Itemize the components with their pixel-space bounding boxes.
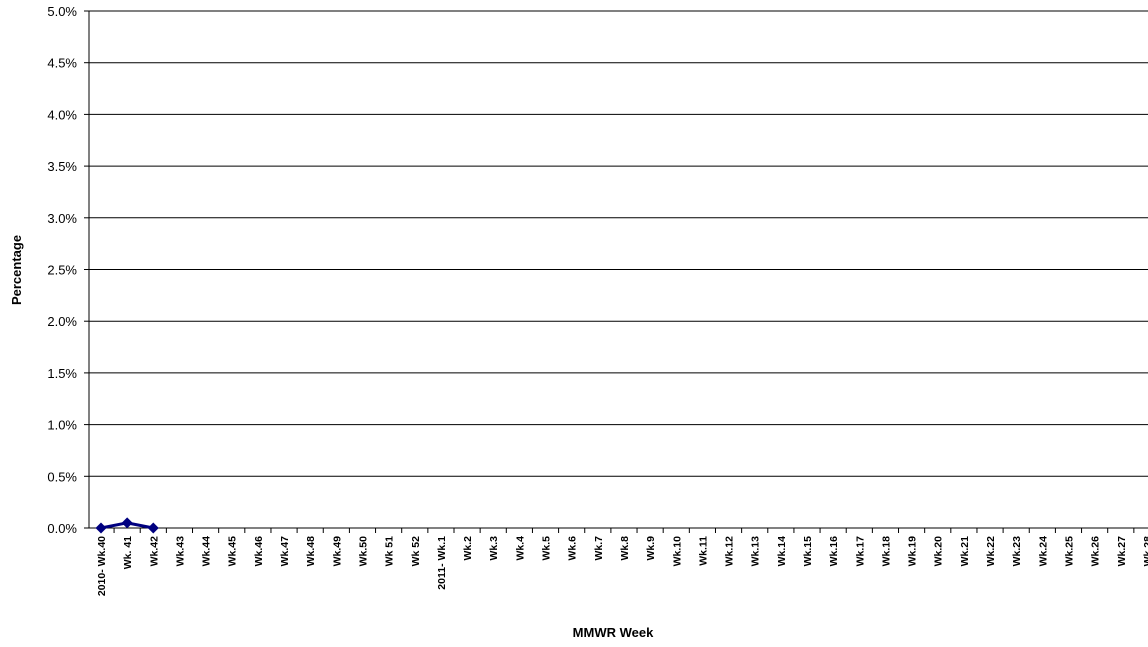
- axes: [84, 10, 1148, 533]
- x-tick-label: Wk.11: [697, 536, 709, 566]
- x-tick-label: Wk.14: [776, 536, 788, 567]
- x-tick-label: Wk.23: [1011, 536, 1023, 567]
- x-tick-label: Wk.48: [305, 536, 317, 567]
- x-tick-label: Wk.5: [541, 536, 553, 561]
- x-tick-label: Wk.26: [1090, 536, 1102, 567]
- x-tick-label: Wk.24: [1037, 536, 1049, 567]
- x-tick-label: Wk. 41: [122, 536, 134, 569]
- x-tick-label: Wk.43: [174, 536, 186, 567]
- x-tick-label: Wk.21: [959, 536, 971, 567]
- data-point-marker: [147, 522, 159, 534]
- x-tick-label: Wk.19: [907, 536, 919, 567]
- x-tick-label: Wk.18: [880, 536, 892, 567]
- x-tick-label: Wk.9: [645, 536, 657, 561]
- x-tick-label: Wk.50: [357, 536, 369, 567]
- y-tick-label: 3.0%: [47, 211, 77, 226]
- y-axis-tick-labels: 0.0% 0.5% 1.0% 1.5% 2.0% 2.5% 3.0% 3.5% 4.0% 4.5%…: [47, 4, 77, 536]
- x-tick-label: Wk 51: [384, 536, 396, 567]
- y-tick-label: 0.5%: [47, 469, 77, 484]
- x-tick-label: 2010- Wk.40: [96, 536, 108, 596]
- x-tick-label: Wk.49: [331, 536, 343, 567]
- x-tick-label: Wk 52: [410, 536, 422, 567]
- series-layer: [95, 517, 159, 534]
- x-tick-label: Wk.10: [671, 536, 683, 567]
- x-tick-label: 2011- Wk.1: [436, 536, 448, 590]
- x-tick-label: Wk.6: [567, 536, 579, 561]
- x-tick-label: Wk.12: [724, 536, 736, 567]
- y-tick-label: 5.0%: [47, 4, 77, 19]
- data-point-marker: [95, 522, 107, 534]
- x-tick-label: Wk.8: [619, 536, 631, 561]
- y-tick-label: 1.5%: [47, 366, 77, 381]
- x-tick-label: Wk.47: [279, 536, 291, 567]
- x-tick-label: Wk.2: [462, 536, 474, 561]
- x-tick-label: Wk.16: [828, 536, 840, 567]
- x-axis-tick-labels: 2010- Wk.40 Wk. 41 Wk.42 Wk.43 Wk.44 Wk.45 Wk.…: [96, 536, 1148, 596]
- x-tick-label: Wk.44: [201, 536, 213, 567]
- x-tick-label: Wk.3: [488, 536, 500, 561]
- x-tick-label: Wk.17: [854, 536, 866, 567]
- y-tick-label: 0.0%: [47, 521, 77, 536]
- y-tick-label: 3.5%: [47, 159, 77, 174]
- y-tick-label: 2.0%: [47, 314, 77, 329]
- x-tick-label: Wk.27: [1116, 536, 1128, 567]
- y-tick-label: 4.0%: [47, 107, 77, 122]
- x-tick-label: Wk.7: [593, 536, 605, 561]
- y-tick-label: 4.5%: [47, 56, 77, 71]
- x-tick-label: Wk.25: [1063, 536, 1075, 567]
- x-tick-label: Wk.20: [933, 536, 945, 567]
- y-axis-title: Percentage: [9, 235, 24, 305]
- data-point-marker: [121, 517, 133, 529]
- x-tick-label: Wk.22: [985, 536, 997, 567]
- y-tick-label: 2.5%: [47, 263, 77, 278]
- x-tick-label: Wk.28: [1142, 536, 1148, 567]
- x-tick-label: Wk.46: [253, 536, 265, 567]
- x-tick-label: Wk.42: [148, 536, 160, 567]
- x-axis-title: MMWR Week: [573, 625, 654, 640]
- x-tick-label: Wk.45: [227, 536, 239, 567]
- gridlines: [89, 10, 1148, 477]
- x-tick-label: Wk.13: [750, 536, 762, 567]
- x-tick-label: Wk.4: [514, 536, 526, 561]
- x-tick-label: Wk.15: [802, 536, 814, 567]
- y-tick-label: 1.0%: [47, 418, 77, 433]
